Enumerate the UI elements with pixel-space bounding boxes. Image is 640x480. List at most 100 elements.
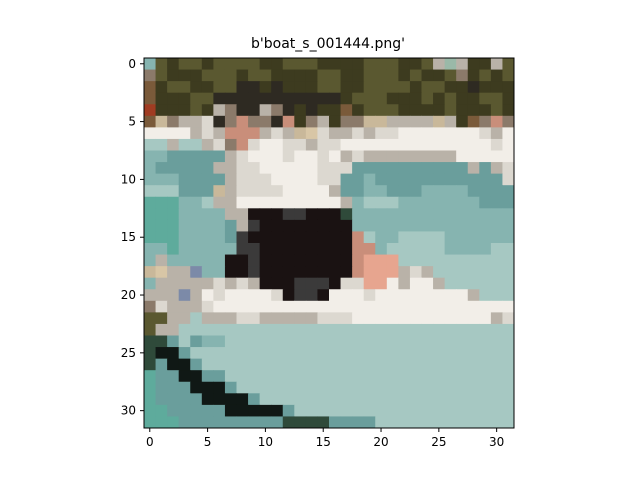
image-pixel <box>294 243 307 256</box>
image-pixel <box>479 150 492 163</box>
image-pixel <box>167 219 180 232</box>
image-pixel <box>282 347 295 360</box>
image-pixel <box>433 219 446 232</box>
image-pixel <box>490 115 503 128</box>
image-pixel <box>317 92 330 105</box>
image-pixel <box>490 416 503 429</box>
image-pixel <box>178 231 191 244</box>
image-pixel <box>398 277 411 290</box>
image-pixel <box>282 323 295 336</box>
image-pixel <box>490 266 503 279</box>
image-pixel <box>167 138 180 151</box>
image-pixel <box>433 277 446 290</box>
x-tick-label: 10 <box>258 435 273 449</box>
image-pixel <box>155 347 168 360</box>
image-pixel <box>467 69 480 82</box>
image-pixel <box>294 150 307 163</box>
image-pixel <box>201 381 214 394</box>
image-pixel <box>155 289 168 302</box>
image-pixel <box>271 393 284 406</box>
image-pixel <box>340 162 353 175</box>
image-pixel <box>201 312 214 325</box>
image-pixel <box>248 254 261 267</box>
image-pixel <box>236 208 249 221</box>
image-pixel <box>386 300 399 313</box>
image-pixel <box>317 393 330 406</box>
image-pixel <box>201 92 214 105</box>
image-pixel <box>456 289 469 302</box>
image-pixel <box>190 58 203 71</box>
image-pixel <box>444 69 457 82</box>
image-pixel <box>224 347 237 360</box>
image-pixel <box>352 370 365 383</box>
image-pixel <box>294 208 307 221</box>
image-pixel <box>155 127 168 140</box>
image-pixel <box>282 196 295 209</box>
image-pixel <box>398 347 411 360</box>
image-pixel <box>178 127 191 140</box>
image-pixel <box>305 347 318 360</box>
image-pixel <box>375 289 388 302</box>
image-pixel <box>456 138 469 151</box>
image-pixel <box>352 404 365 417</box>
image-pixel <box>375 323 388 336</box>
image-pixel <box>398 219 411 232</box>
image-pixel <box>259 312 272 325</box>
image-pixel <box>224 266 237 279</box>
image-pixel <box>352 335 365 348</box>
image-pixel <box>329 289 342 302</box>
image-pixel <box>502 138 515 151</box>
image-pixel <box>363 335 376 348</box>
image-pixel <box>479 277 492 290</box>
image-pixel <box>178 81 191 94</box>
image-pixel <box>363 381 376 394</box>
image-pixel <box>444 81 457 94</box>
image-pixel <box>329 138 342 151</box>
image-pixel <box>386 69 399 82</box>
image-pixel <box>386 335 399 348</box>
image-pixel <box>155 104 168 117</box>
image-pixel <box>375 381 388 394</box>
image-pixel <box>456 208 469 221</box>
image-pixel <box>386 150 399 163</box>
image-pixel <box>167 300 180 313</box>
image-pixel <box>409 312 422 325</box>
image-pixel <box>375 127 388 140</box>
image-pixel <box>305 219 318 232</box>
image-pixel <box>421 381 434 394</box>
image-pixel <box>305 231 318 244</box>
image-pixel <box>490 81 503 94</box>
image-pixel <box>421 289 434 302</box>
image-pixel <box>167 416 180 429</box>
image-pixel <box>317 323 330 336</box>
image-pixel <box>236 92 249 105</box>
image-pixel <box>421 323 434 336</box>
image-pixel <box>282 393 295 406</box>
image-pixel <box>259 138 272 151</box>
image-pixel <box>294 104 307 117</box>
image-pixel <box>386 370 399 383</box>
image-pixel <box>155 162 168 175</box>
image-pixel <box>421 393 434 406</box>
image-pixel <box>421 127 434 140</box>
image-pixel <box>363 277 376 290</box>
image-pixel <box>190 231 203 244</box>
image-pixel <box>352 231 365 244</box>
image-pixel <box>294 300 307 313</box>
image-pixel <box>363 208 376 221</box>
image-pixel <box>294 289 307 302</box>
image-pixel <box>479 370 492 383</box>
image-pixel <box>433 104 446 117</box>
image-pixel <box>479 243 492 256</box>
image-pixel <box>433 196 446 209</box>
image-pixel <box>282 370 295 383</box>
image-pixel <box>329 150 342 163</box>
image-pixel <box>456 127 469 140</box>
image-pixel <box>201 173 214 186</box>
image-pixel <box>271 381 284 394</box>
image-pixel <box>363 162 376 175</box>
image-pixel <box>340 277 353 290</box>
image-pixel <box>352 69 365 82</box>
image-pixel <box>155 358 168 371</box>
